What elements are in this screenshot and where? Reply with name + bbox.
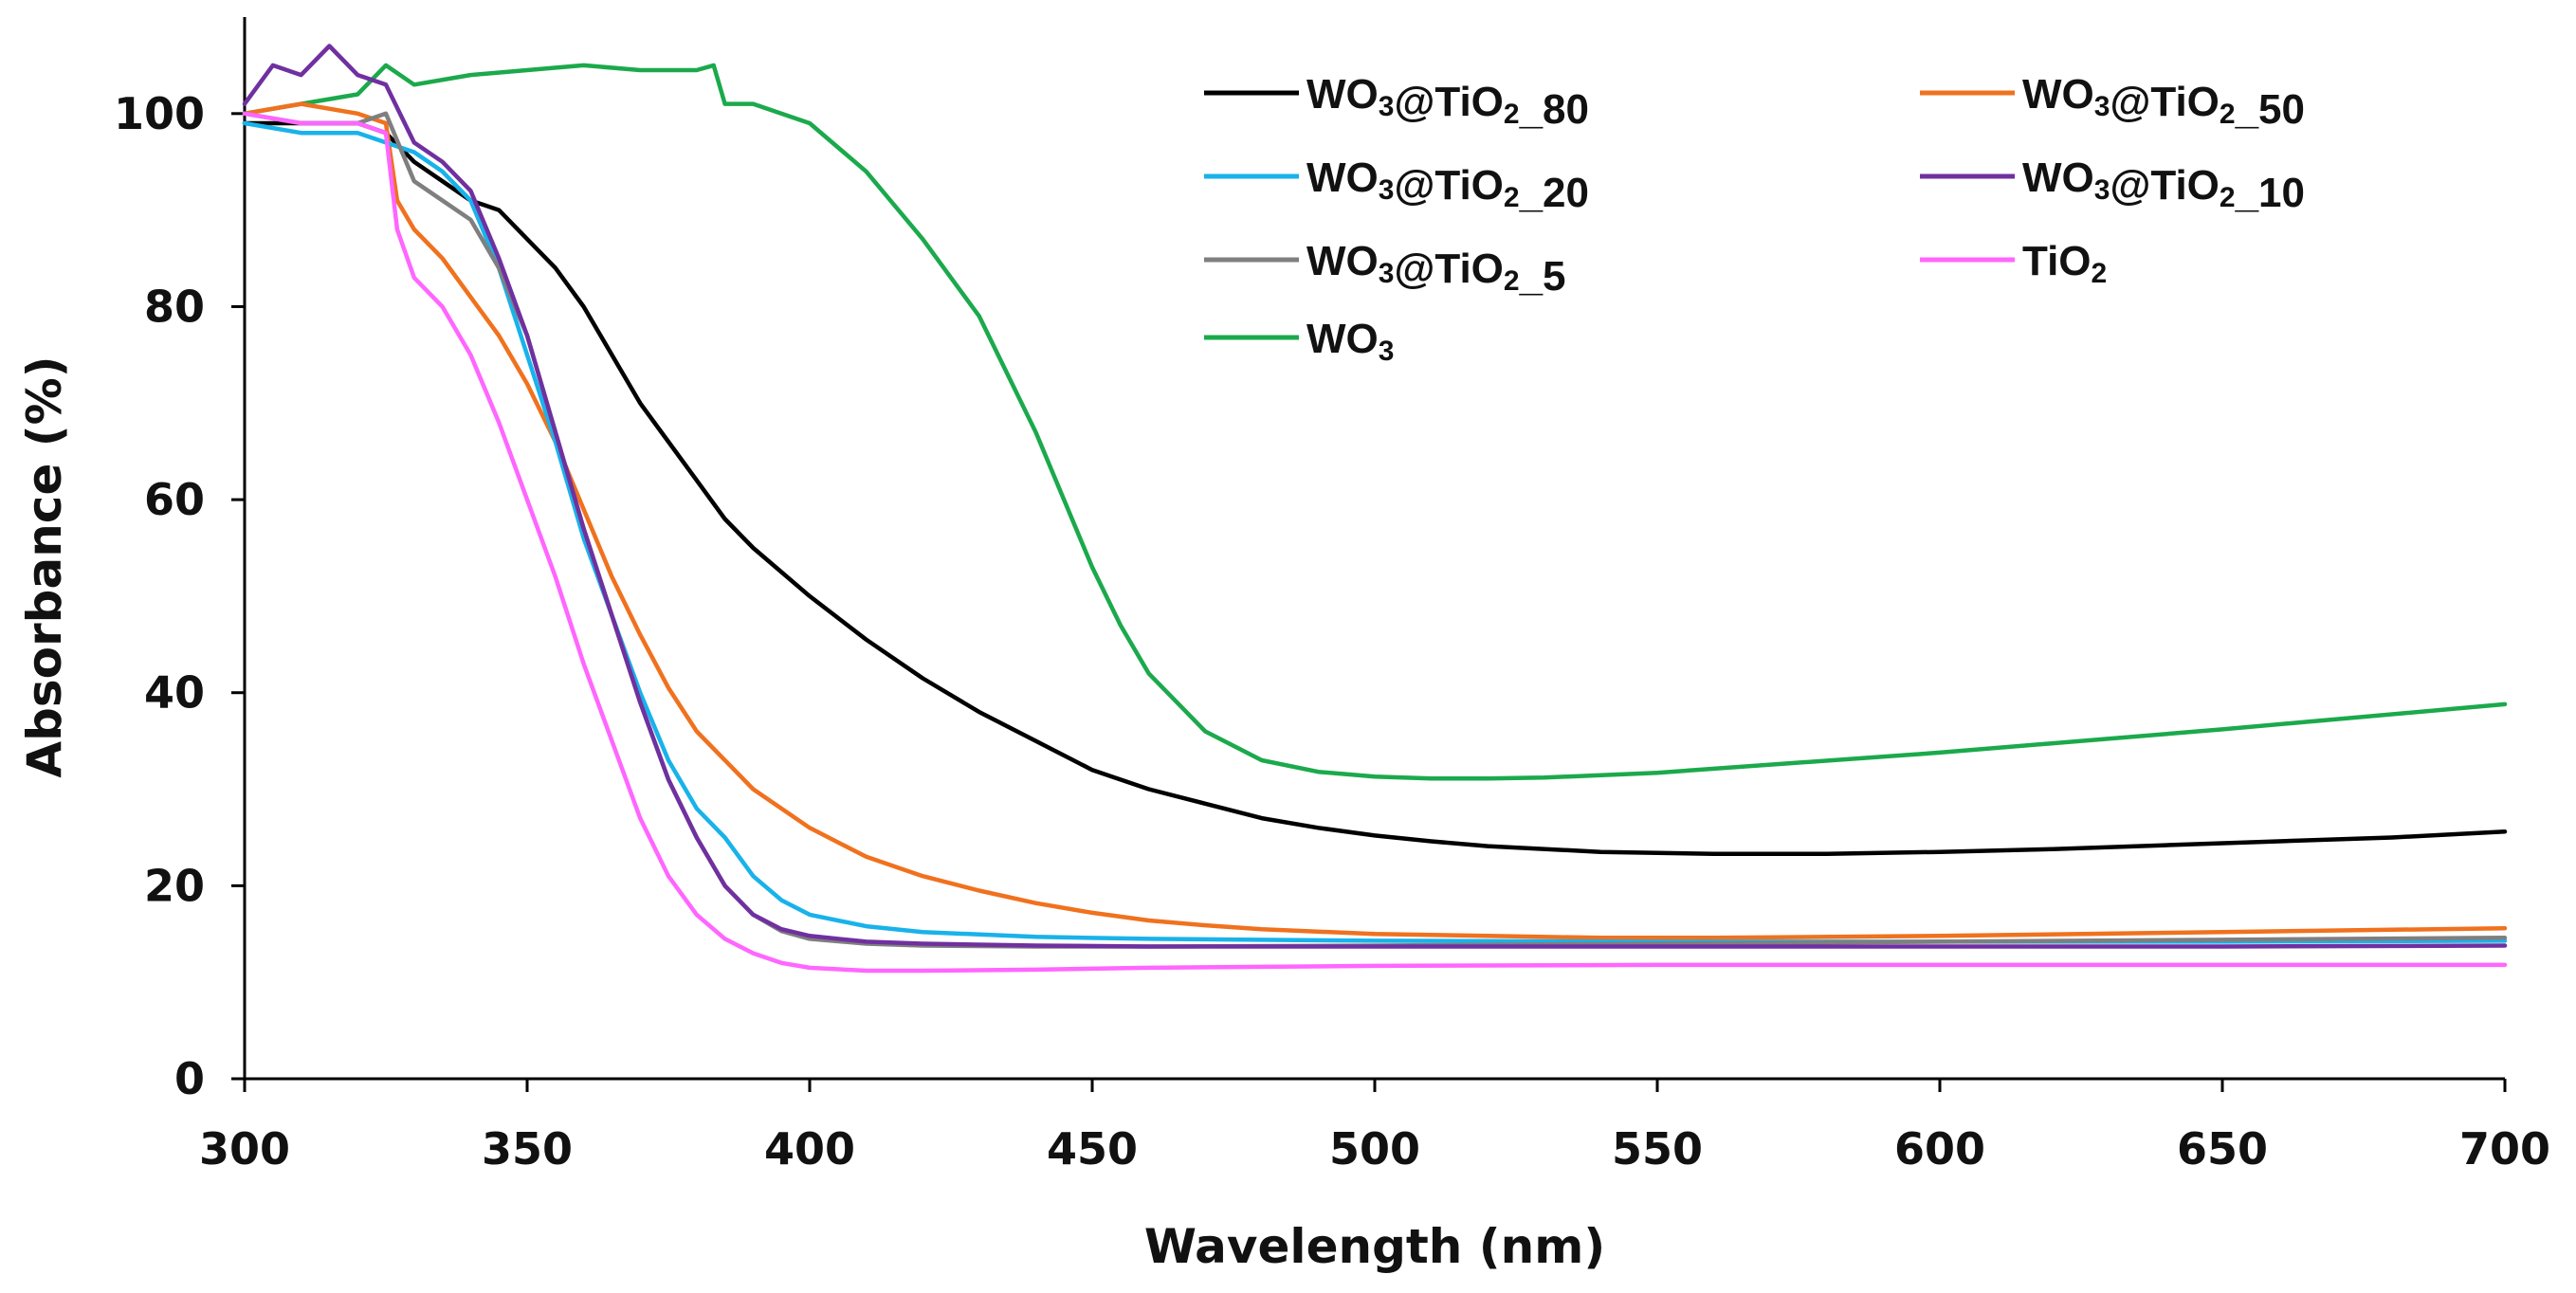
x-tick-label: 650 [2177, 1123, 2268, 1175]
x-tick-label: 550 [1612, 1123, 1703, 1175]
series-line-tio2 [242, 111, 2508, 974]
legend-item: WO3@TiO2_10 [1920, 155, 2305, 216]
legend-label: WO3 [1306, 316, 1394, 367]
y-tick-label: 20 [144, 860, 205, 911]
x-tick-label: 700 [2459, 1123, 2550, 1175]
axes [231, 17, 2507, 1092]
x-tick-label: 500 [1329, 1123, 1420, 1175]
x-axis-title: Wavelength (nm) [1144, 1219, 1605, 1274]
legend-item: WO3@TiO2_50 [1920, 71, 2305, 133]
data-series [242, 44, 2508, 974]
x-tick-label: 350 [482, 1123, 573, 1175]
legend-label: WO3@TiO2_80 [1306, 71, 1589, 133]
y-tick-label: 60 [144, 474, 205, 525]
legend-item: WO3@TiO2_5 [1204, 238, 1566, 300]
series-line-wo3-tio2-50 [242, 101, 2508, 940]
y-tick-label: 80 [144, 281, 205, 332]
legend-label: WO3@TiO2_50 [2022, 71, 2305, 133]
x-tick-label: 400 [764, 1123, 855, 1175]
y-tick-label: 100 [114, 88, 205, 139]
legend: WO3@TiO2_80 WO3@TiO2_50 WO3@TiO2_20 WO3@TiO… [1204, 71, 2305, 367]
legend-label: WO3@TiO2_10 [2022, 155, 2305, 216]
x-tick-label: 450 [1047, 1123, 1138, 1175]
y-tick-label: 0 [174, 1053, 205, 1104]
legend-item: WO3@TiO2_20 [1204, 155, 1589, 216]
legend-label: WO3@TiO2_20 [1306, 155, 1589, 216]
legend-item: TiO2 [1920, 238, 2107, 289]
legend-label: WO3@TiO2_5 [1306, 238, 1566, 300]
y-tick-label: 40 [144, 667, 205, 719]
tick-labels: 300 350 400 450 500 550 600 650 700 0 20 40 60 80 100 [114, 88, 2550, 1175]
y-axis-title: Absorbance (%) [17, 355, 72, 777]
series-line-wo3-tio2-80 [242, 120, 2508, 857]
legend-item: WO3 [1204, 316, 1394, 367]
x-tick-label: 600 [1894, 1123, 1985, 1175]
x-tick-label: 300 [199, 1123, 290, 1175]
series-line-wo3-tio2-10 [242, 44, 2508, 949]
legend-item: WO3@TiO2_80 [1204, 71, 1589, 133]
legend-label: TiO2 [2022, 238, 2107, 289]
series-line-wo3-tio2-20 [242, 120, 2508, 944]
series-line-wo3 [242, 63, 2508, 781]
